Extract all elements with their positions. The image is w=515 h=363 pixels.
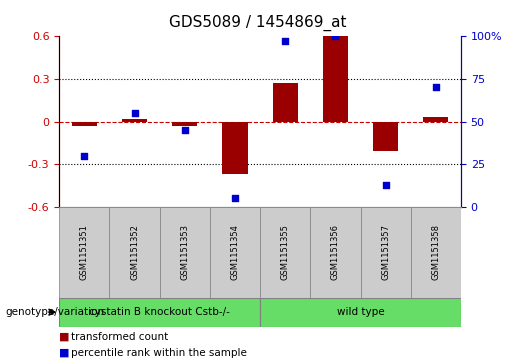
Point bbox=[382, 182, 390, 188]
Bar bbox=[122, 119, 147, 122]
Text: GSM1151355: GSM1151355 bbox=[281, 224, 289, 280]
Bar bbox=[423, 117, 449, 122]
Point bbox=[130, 110, 139, 116]
Point bbox=[80, 153, 89, 159]
Text: GSM1151358: GSM1151358 bbox=[432, 224, 440, 280]
Point bbox=[331, 33, 339, 39]
Text: ■: ■ bbox=[59, 331, 70, 342]
Bar bbox=[260, 207, 310, 298]
Bar bbox=[411, 207, 461, 298]
Text: genotype/variation: genotype/variation bbox=[5, 307, 104, 317]
Bar bbox=[172, 122, 197, 126]
Point bbox=[231, 195, 239, 201]
Bar bbox=[260, 298, 461, 327]
Text: percentile rank within the sample: percentile rank within the sample bbox=[71, 348, 247, 358]
Text: GSM1151351: GSM1151351 bbox=[80, 224, 89, 280]
Point bbox=[281, 38, 289, 44]
Text: transformed count: transformed count bbox=[71, 331, 168, 342]
Text: GDS5089 / 1454869_at: GDS5089 / 1454869_at bbox=[169, 15, 346, 31]
Bar bbox=[210, 207, 260, 298]
Text: GSM1151352: GSM1151352 bbox=[130, 224, 139, 280]
Bar bbox=[272, 83, 298, 122]
Bar bbox=[310, 207, 360, 298]
Bar bbox=[59, 298, 260, 327]
Bar bbox=[160, 207, 210, 298]
Bar bbox=[222, 122, 248, 174]
Bar bbox=[59, 207, 109, 298]
Text: cystatin B knockout Cstb-/-: cystatin B knockout Cstb-/- bbox=[89, 307, 230, 317]
Text: GSM1151356: GSM1151356 bbox=[331, 224, 340, 280]
Bar bbox=[373, 122, 398, 151]
Bar bbox=[109, 207, 160, 298]
Bar bbox=[72, 122, 97, 126]
Text: wild type: wild type bbox=[337, 307, 384, 317]
Bar bbox=[323, 36, 348, 122]
Text: GSM1151354: GSM1151354 bbox=[231, 224, 239, 280]
Point bbox=[181, 127, 189, 133]
Text: GSM1151353: GSM1151353 bbox=[180, 224, 189, 280]
Text: GSM1151357: GSM1151357 bbox=[381, 224, 390, 280]
Point bbox=[432, 85, 440, 90]
Text: ■: ■ bbox=[59, 348, 70, 358]
Bar bbox=[360, 207, 410, 298]
